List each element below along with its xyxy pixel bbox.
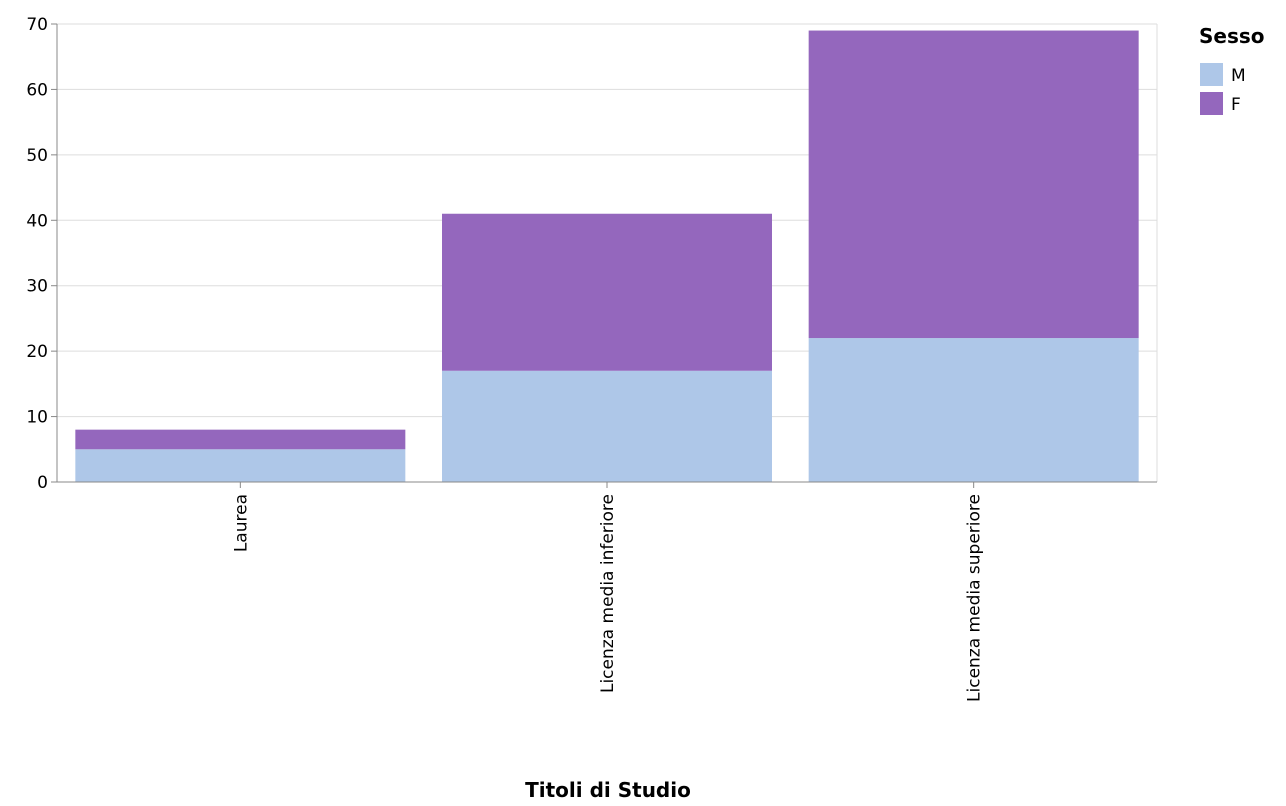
y-tick-label: 40 xyxy=(26,211,48,231)
legend-label-F: F xyxy=(1231,95,1241,115)
x-tick-label: Laurea xyxy=(231,494,251,552)
legend: Sesso MF xyxy=(1199,24,1265,115)
y-tick-label: 50 xyxy=(26,146,48,166)
legend-swatch-M xyxy=(1200,63,1223,86)
bar-F-2 xyxy=(808,30,1139,339)
bar-M-0 xyxy=(75,449,406,482)
y-tick-label: 70 xyxy=(26,15,48,35)
bar-M-2 xyxy=(808,338,1139,482)
y-tick-label: 60 xyxy=(26,80,48,100)
x-tick-label: Licenza media inferiore xyxy=(598,494,618,693)
y-tick-label: 30 xyxy=(26,277,48,297)
bar-M-1 xyxy=(442,370,772,482)
x-tick-label: Licenza media superiore xyxy=(965,494,985,702)
legend-title: Sesso xyxy=(1199,24,1265,48)
y-tick-label: 20 xyxy=(26,342,48,362)
legend-label-M: M xyxy=(1231,66,1246,86)
y-axis-ticks: 0 10 20 30 40 50 60 70 xyxy=(26,15,48,493)
x-axis-title: Titoli di Studio xyxy=(525,778,691,802)
x-axis-ticks: Laurea Licenza media inferiore Licenza med… xyxy=(231,494,984,702)
bars xyxy=(75,30,1139,482)
legend-swatch-F xyxy=(1200,92,1223,115)
axes xyxy=(51,23,1157,488)
y-tick-label: 10 xyxy=(26,408,48,428)
bar-F-1 xyxy=(442,213,772,371)
bar-F-0 xyxy=(75,429,406,450)
y-tick-label: 0 xyxy=(37,473,48,493)
